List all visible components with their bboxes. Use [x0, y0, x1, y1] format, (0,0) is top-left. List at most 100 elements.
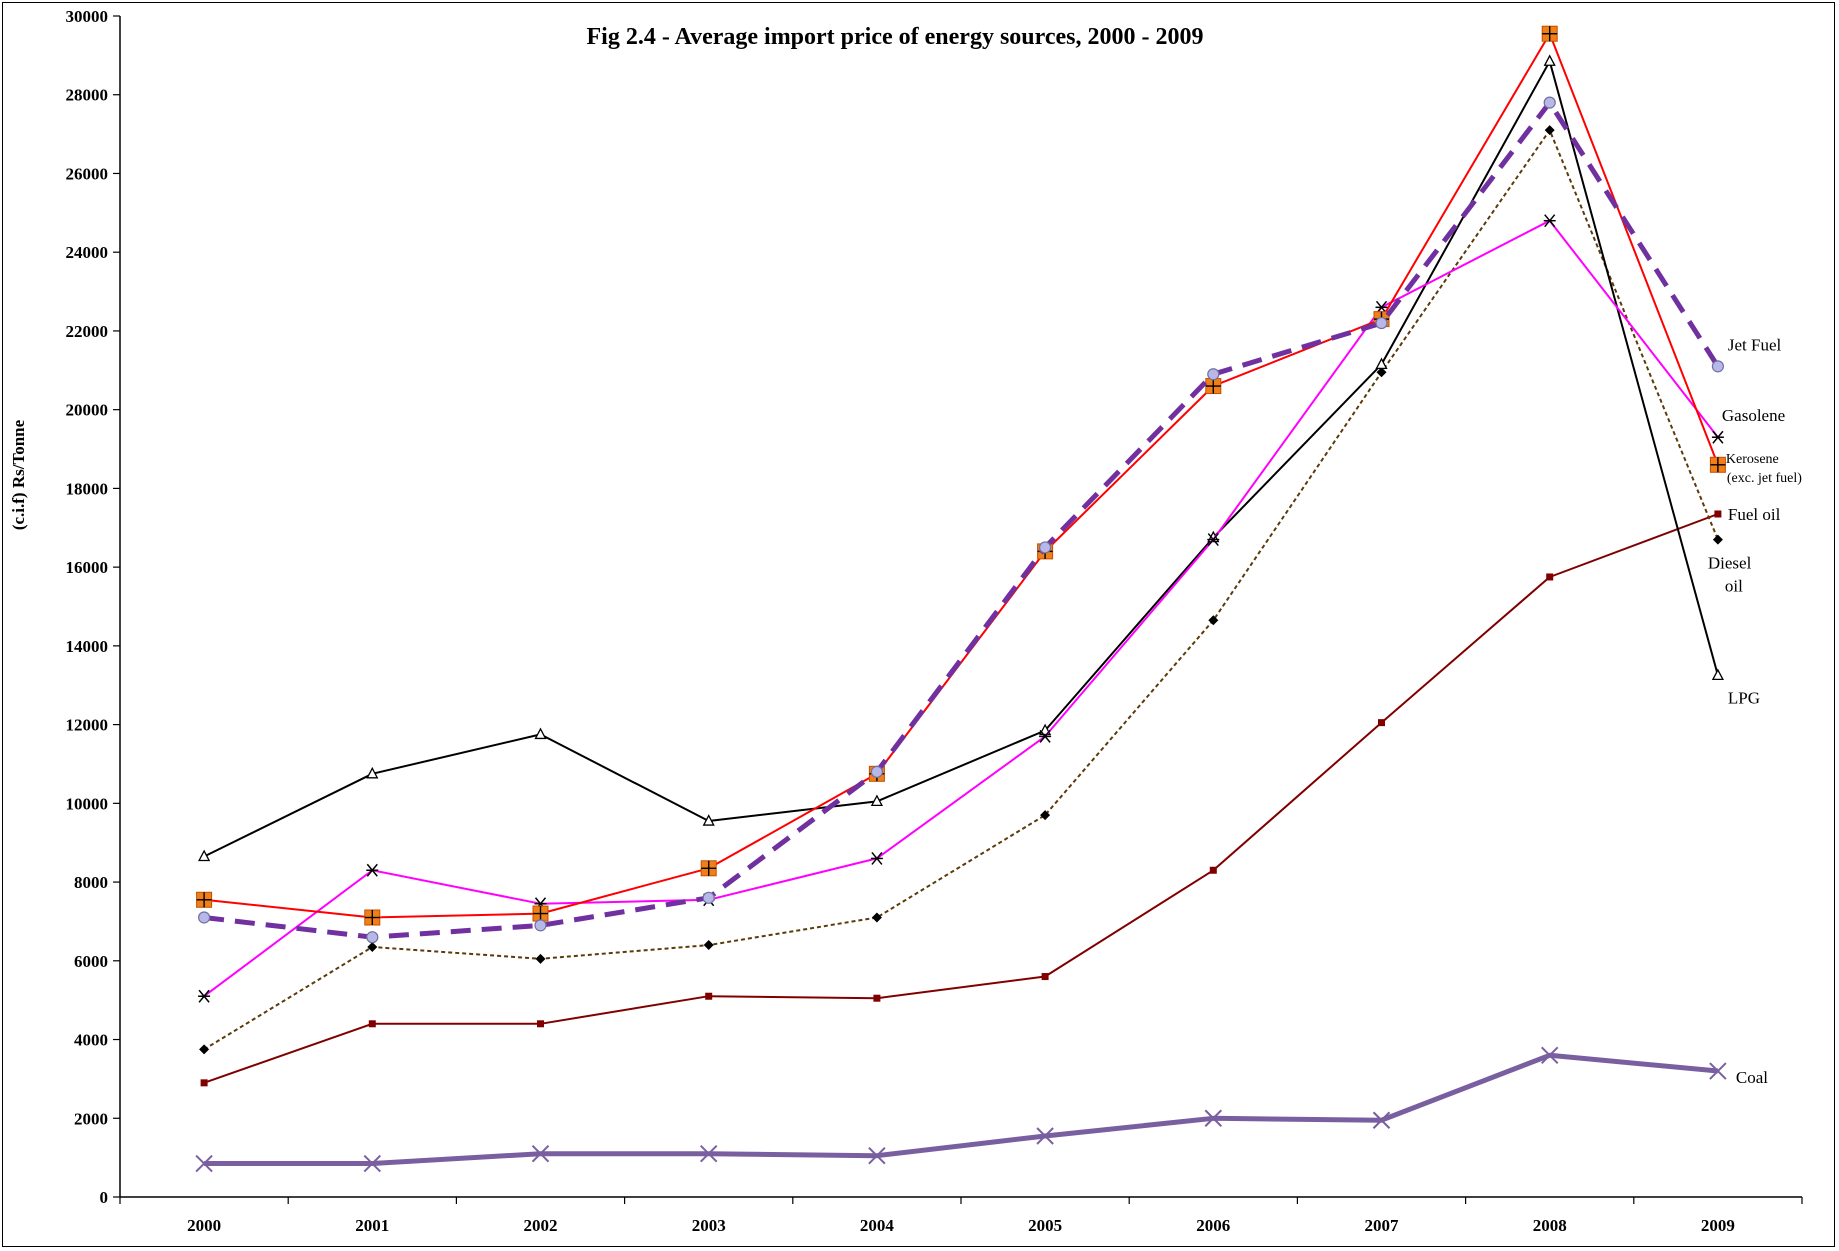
data-point	[196, 891, 213, 908]
label-diesel-line1: Diesel	[1708, 554, 1752, 573]
y-tick-label: 10000	[66, 794, 109, 813]
data-point	[364, 909, 381, 926]
series-labels: Jet Fuel Gasolene Kerosene (exc. jet fuel) F…	[1708, 335, 1802, 1087]
series-line	[204, 1052, 1719, 1166]
data-point	[367, 942, 378, 953]
data-point	[870, 765, 884, 778]
series-gasolene	[198, 214, 1724, 1003]
data-point	[699, 1144, 718, 1163]
x-tick-label: 2009	[1701, 1216, 1735, 1235]
y-tick-label: 26000	[66, 164, 109, 183]
data-point	[200, 1079, 208, 1087]
data-point	[1711, 430, 1724, 444]
data-point	[1207, 533, 1220, 547]
x-tick-label: 2006	[1196, 1216, 1230, 1235]
data-point	[1544, 125, 1555, 136]
data-point	[1546, 573, 1554, 581]
label-kerosene-line1: Kerosene	[1726, 452, 1779, 467]
data-point	[1712, 534, 1723, 545]
data-point	[871, 912, 882, 923]
data-point	[1204, 1109, 1223, 1127]
y-tick-label: 18000	[66, 479, 109, 498]
data-point	[198, 849, 211, 862]
x-tick-label: 2001	[355, 1216, 389, 1235]
data-point	[1541, 25, 1558, 42]
label-gasolene: Gasolene	[1722, 406, 1785, 425]
label-coal: Coal	[1736, 1068, 1768, 1087]
data-point	[534, 727, 547, 740]
data-point	[868, 1146, 886, 1165]
data-point	[1372, 1111, 1391, 1129]
data-point	[870, 851, 883, 865]
data-point	[1543, 96, 1556, 109]
data-point	[368, 1020, 376, 1028]
data-point	[1040, 810, 1051, 821]
data-point	[1039, 729, 1052, 743]
data-point	[534, 919, 547, 932]
series-lpg	[198, 54, 1724, 862]
data-point	[1543, 54, 1556, 66]
data-point	[1375, 316, 1388, 330]
y-tick-label: 22000	[66, 322, 109, 341]
data-point	[702, 891, 715, 904]
chart-title: Fig 2.4 - Average import price of energy…	[587, 24, 1204, 50]
data-point	[1041, 973, 1049, 981]
series-jet-fuel	[198, 96, 1725, 944]
data-point	[537, 1020, 544, 1028]
data-point	[870, 794, 883, 807]
data-point	[366, 863, 379, 877]
data-point	[703, 940, 714, 951]
data-point	[1038, 541, 1052, 554]
y-tick-label: 20000	[66, 401, 109, 420]
x-tick-label: 2000	[187, 1216, 221, 1235]
y-tick-label: 24000	[66, 243, 109, 262]
series-fuel-oil	[200, 510, 1722, 1087]
data-point	[1376, 367, 1387, 378]
x-tick-label: 2003	[692, 1216, 726, 1235]
data-point	[535, 953, 546, 964]
data-point	[705, 992, 713, 1000]
series-diesel-oil	[199, 125, 1723, 1055]
y-tick-label: 14000	[66, 637, 109, 656]
series-line	[203, 100, 1721, 940]
y-tick-label: 4000	[74, 1031, 108, 1050]
axes: 0 2000 4000 6000 8000 10000 12000 14000 16000 180…	[66, 7, 1803, 1235]
data-point	[1205, 378, 1222, 395]
data-point	[198, 911, 211, 924]
data-point	[1378, 719, 1385, 727]
y-tick-label: 12000	[66, 716, 109, 735]
series-coal	[195, 1046, 1727, 1173]
data-point	[1207, 368, 1220, 381]
y-tick-label: 0	[100, 1188, 109, 1207]
label-jet-fuel: Jet Fuel	[1728, 335, 1782, 354]
x-tick-label: 2007	[1365, 1216, 1400, 1235]
x-tick-label: 2008	[1533, 1216, 1567, 1235]
data-point	[702, 814, 715, 826]
label-lpg: LPG	[1728, 688, 1760, 707]
data-point	[1036, 1127, 1054, 1145]
x-tick-label: 2004	[860, 1216, 895, 1235]
data-point	[873, 994, 881, 1002]
x-ticks: 2000 2001 2002 2003 2004 2005 2006 2007 2008 2009	[119, 1197, 1803, 1235]
series-line	[203, 219, 1719, 998]
series-kerosene-exc-jet-fuel	[196, 25, 1726, 926]
data-point	[700, 860, 717, 877]
data-point	[1375, 357, 1388, 370]
data-point	[532, 905, 549, 922]
y-tick-label: 6000	[74, 952, 108, 971]
data-point	[363, 1154, 382, 1173]
data-point	[1540, 1046, 1559, 1064]
data-point	[366, 766, 379, 779]
data-point	[195, 1154, 213, 1173]
data-point	[1711, 668, 1724, 681]
y-axis-title: (c.i.f) Rs/Tonne	[9, 419, 28, 530]
data-point	[1714, 510, 1722, 518]
y-tick-label: 30000	[66, 7, 109, 26]
label-diesel-line2: oil	[1725, 577, 1743, 596]
label-fuel-oil: Fuel oil	[1728, 505, 1781, 524]
y-tick-label: 16000	[66, 558, 109, 577]
x-tick-label: 2002	[524, 1216, 558, 1235]
data-point	[198, 989, 211, 1003]
